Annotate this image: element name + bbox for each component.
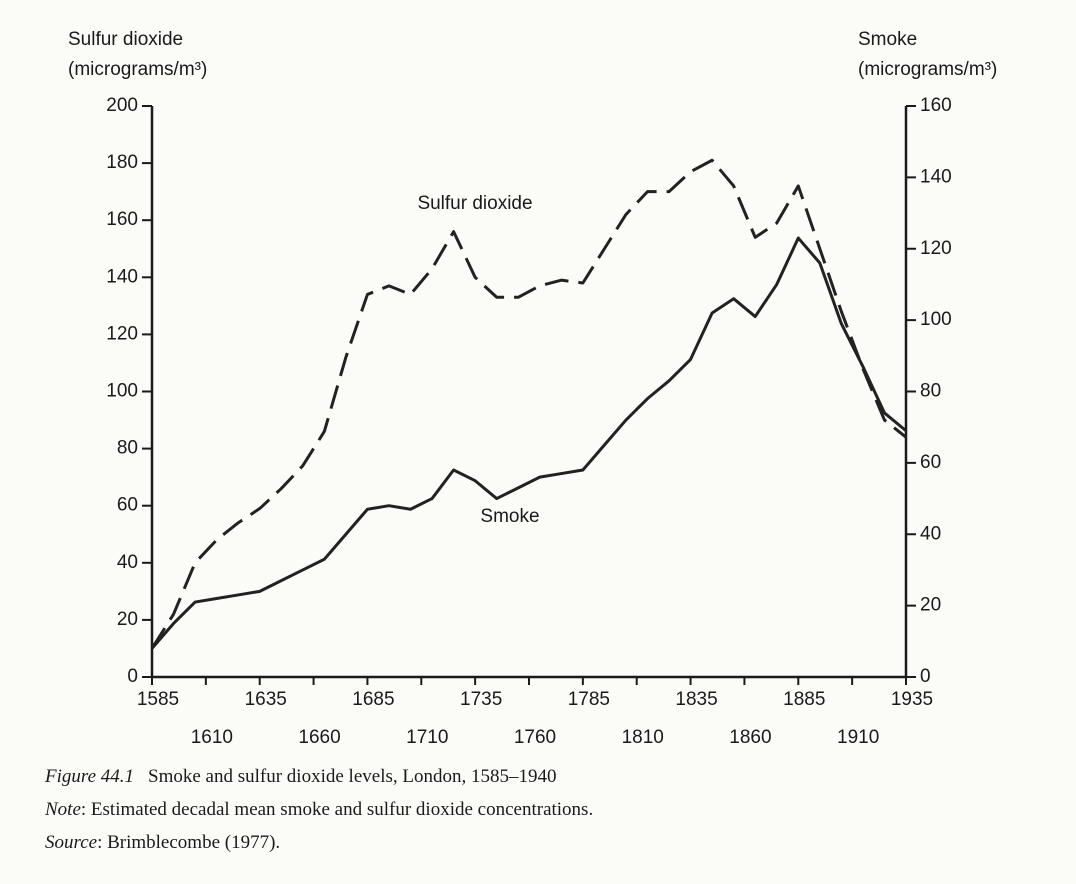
caption: Note: Estimated decadal mean smoke and s… — [44, 799, 593, 820]
y-tick-label: 200 — [106, 95, 138, 116]
x-tick-label: 1710 — [406, 727, 448, 748]
caption-label: Source — [45, 832, 97, 853]
x-tick-label: 1785 — [568, 689, 610, 710]
y2-tick-label: 80 — [920, 381, 941, 402]
caption-text: Smoke and sulfur dioxide levels, London,… — [148, 766, 556, 787]
caption-label: Note — [44, 799, 81, 820]
y-axis-title: (micrograms/m³) — [68, 59, 207, 80]
caption-text: : Estimated decadal mean smoke and sulfu… — [81, 799, 593, 820]
x-tick-label: 1760 — [514, 727, 556, 748]
y-tick-label: 180 — [106, 152, 138, 173]
y2-tick-label: 60 — [920, 452, 941, 473]
series-line — [150, 236, 907, 650]
y2-axis-title: (micrograms/m³) — [858, 59, 997, 80]
caption-text: : Brimblecombe (1977). — [97, 832, 280, 853]
y2-axis-title: Smoke — [858, 29, 917, 50]
y-tick-label: 20 — [117, 609, 138, 630]
x-tick-label: 1810 — [622, 727, 664, 748]
y2-tick-label: 100 — [920, 309, 952, 330]
x-tick-label: 1935 — [891, 689, 933, 710]
y2-tick-label: 120 — [920, 238, 952, 259]
x-tick-label: 1610 — [191, 727, 233, 748]
x-tick-label: 1635 — [245, 689, 287, 710]
series-label: Smoke — [480, 506, 539, 527]
caption-label: Figure 44.1 — [44, 766, 134, 787]
y-tick-label: 100 — [106, 381, 138, 402]
y2-tick-label: 20 — [920, 595, 941, 616]
y-tick-label: 120 — [106, 323, 138, 344]
caption: Figure 44.1 Smoke and sulfur dioxide leve… — [44, 766, 556, 787]
y2-tick-label: 40 — [920, 523, 941, 544]
x-tick-label: 1585 — [137, 689, 179, 710]
y2-tick-label: 140 — [920, 166, 952, 187]
series-line — [150, 158, 907, 650]
x-tick-label: 1660 — [298, 727, 340, 748]
x-tick-label: 1685 — [352, 689, 394, 710]
y-tick-label: 0 — [127, 666, 138, 687]
caption: Source: Brimblecombe (1977). — [45, 832, 280, 853]
y-tick-label: 140 — [106, 266, 138, 287]
x-tick-label: 1885 — [783, 689, 825, 710]
x-tick-label: 1860 — [729, 727, 771, 748]
x-tick-label: 1835 — [675, 689, 717, 710]
y-tick-label: 40 — [117, 552, 138, 573]
y-tick-label: 160 — [106, 209, 138, 230]
series-label: Sulfur dioxide — [417, 193, 532, 214]
y2-tick-label: 0 — [920, 666, 931, 687]
x-tick-label: 1910 — [837, 727, 879, 748]
y-axis-title: Sulfur dioxide — [68, 29, 183, 50]
y-tick-label: 60 — [117, 495, 138, 516]
x-tick-label: 1735 — [460, 689, 502, 710]
y2-tick-label: 160 — [920, 95, 952, 116]
y-tick-label: 80 — [117, 438, 138, 459]
